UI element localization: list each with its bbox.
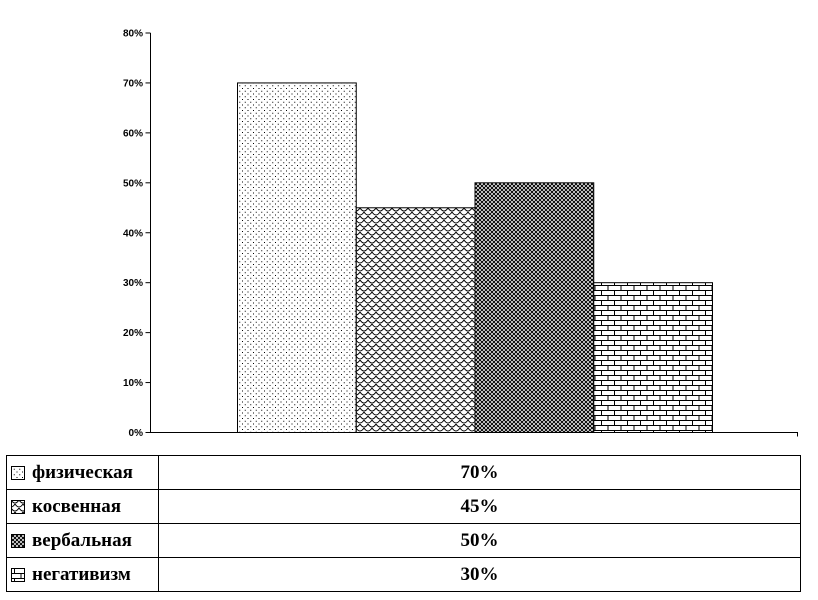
legend-value: 70%	[158, 455, 801, 490]
y-tick-label: 70%	[123, 78, 143, 89]
legend-label: вербальная	[32, 529, 132, 551]
legend-value: 50%	[158, 523, 801, 558]
bar-3	[593, 282, 713, 433]
legend-row: вербальная 50%	[6, 523, 801, 558]
legend-value: 45%	[158, 489, 801, 524]
y-tick-label: 10%	[123, 378, 143, 389]
y-tick-label: 30%	[123, 278, 143, 289]
brick-pattern-swatch-icon	[11, 567, 25, 582]
bar-1	[355, 207, 476, 433]
legend-cell-label: физическая	[6, 455, 159, 490]
legend-row: косвенная 45%	[6, 489, 801, 524]
y-tick-label: 80%	[123, 29, 143, 40]
y-tick-label: 20%	[123, 328, 143, 339]
scale-pattern-swatch-icon	[11, 499, 25, 514]
y-tick-label: 60%	[123, 128, 143, 139]
legend-label: негативизм	[32, 563, 131, 585]
y-tick-label: 40%	[123, 228, 143, 239]
legend-cell-label: вербальная	[6, 523, 159, 558]
dots-pattern-swatch-icon	[11, 465, 25, 480]
legend-cell-label: негативизм	[6, 557, 159, 592]
legend-value: 30%	[158, 557, 801, 592]
y-tick-label: 50%	[123, 178, 143, 189]
bar-2	[474, 182, 595, 433]
bar-0	[237, 82, 357, 433]
legend-row: негативизм 30%	[6, 557, 801, 592]
legend-cell-label: косвенная	[6, 489, 159, 524]
dense-pattern-swatch-icon	[11, 533, 25, 548]
y-tick-label: 0%	[129, 428, 144, 439]
legend-table: физическая 70% косвенная 45% вербальная	[6, 455, 801, 592]
legend-row: физическая 70%	[6, 455, 801, 490]
bar-chart: 80% 70% 60% 50% 40% 30% 20% 10% 0%	[123, 29, 798, 439]
legend-label: физическая	[32, 461, 133, 483]
legend-label: косвенная	[32, 495, 121, 517]
